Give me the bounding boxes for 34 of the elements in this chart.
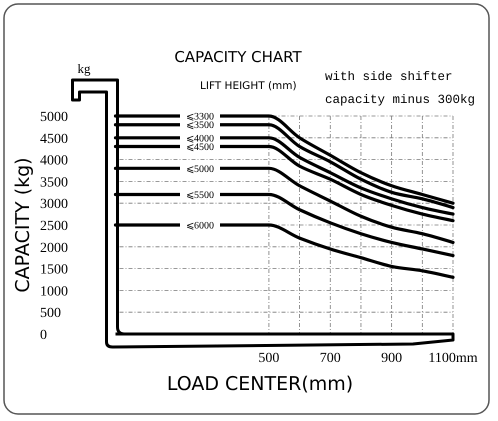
series-label: ⩽4500 (186, 142, 214, 154)
y-tick-label: 2500 (40, 219, 68, 234)
line-series (114, 166, 455, 244)
series-label: ⩽3500 (186, 120, 214, 132)
x-tick-label: 900 (381, 351, 402, 366)
line-series (114, 136, 455, 216)
line-series (114, 223, 455, 279)
y-tick-label: 2000 (40, 240, 68, 256)
series-label: ⩽5500 (186, 190, 214, 201)
y-tick-label: 5000 (40, 110, 68, 125)
chart-title: CAPACITY CHART (174, 48, 302, 66)
y-tick-label: 1500 (40, 262, 68, 278)
x-tick-label: 1100mm (428, 351, 478, 366)
x-axis-title: LOAD CENTER(mm) (166, 373, 354, 395)
x-tick-label: 700 (320, 351, 341, 366)
line-series (114, 192, 455, 258)
series-label: ⩽3300 (186, 112, 214, 122)
legend-title: LIFT HEIGHT (mm) (200, 80, 297, 92)
y-tick-label: 0 (40, 328, 47, 343)
y-tick-label: 3500 (40, 175, 68, 190)
text: capacity minus 300kg (325, 93, 476, 107)
y-tick-label: 3000 (40, 197, 68, 212)
text: with side shifter (325, 70, 453, 84)
y-axis-title: CAPACITY (kg) (12, 157, 34, 293)
y-tick-label: 1000 (40, 284, 68, 300)
line-series (114, 144, 455, 222)
x-tick-label: 500 (258, 351, 280, 366)
y-tick-label: 500 (40, 306, 61, 322)
text: kg (78, 61, 91, 76)
y-tick-label: 4000 (40, 154, 68, 169)
y-tick-label: 4500 (40, 132, 68, 147)
series-label: ⩽5000 (186, 164, 214, 175)
series-label: ⩽6000 (186, 220, 214, 232)
series-label: ⩽4000 (186, 133, 214, 144)
